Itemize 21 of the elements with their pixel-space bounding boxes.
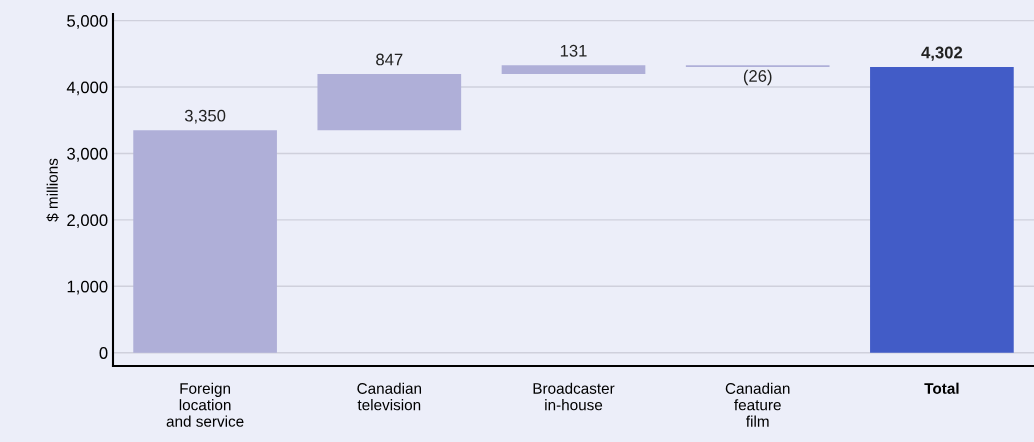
x-tick-label: Broadcaster in-house (533, 382, 615, 411)
y-tick-label: 5,000 (67, 15, 108, 29)
y-tick-label: 1,000 (67, 280, 108, 295)
data-label: 3,350 (184, 109, 226, 124)
bar (870, 67, 1014, 353)
bar (133, 130, 277, 353)
bar (317, 73, 462, 131)
data-label: (26) (743, 69, 772, 86)
y-tick-label: 0 (99, 347, 108, 359)
x-tick-label: Total (924, 382, 959, 394)
data-label: 847 (376, 53, 403, 66)
data-label: 131 (560, 44, 587, 57)
x-tick-label: Canadian television (357, 382, 422, 411)
x-tick-label: Foreign location and service (166, 382, 244, 427)
y-tick-label: 2,000 (67, 214, 108, 229)
x-tick-label: Canadian feature film (725, 382, 790, 427)
y-tick-label: 3,000 (67, 147, 108, 162)
data-label: 4,302 (921, 46, 963, 61)
bar (501, 65, 646, 74)
y-tick-label: 4,000 (66, 81, 108, 96)
y-axis-title: $ millions (46, 158, 59, 222)
